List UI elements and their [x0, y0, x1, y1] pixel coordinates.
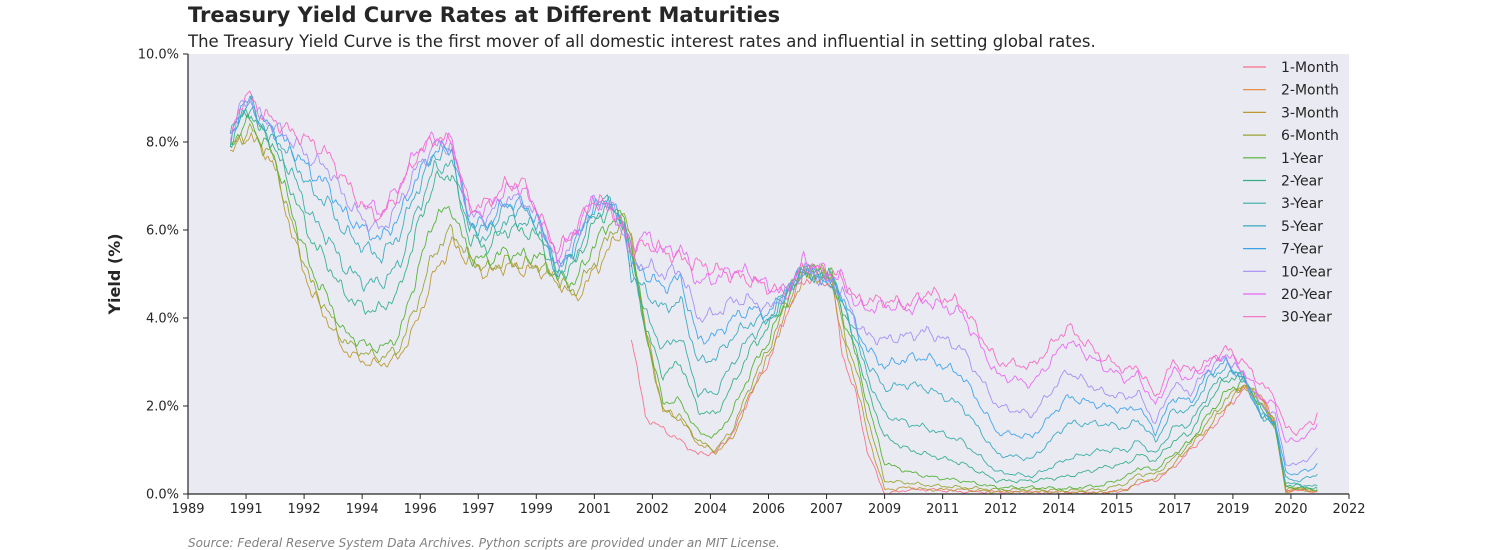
- x-tick-label: 1989: [171, 502, 204, 517]
- y-tick-label: 6.0%: [146, 224, 179, 239]
- x-tick-label: 1991: [230, 502, 263, 517]
- legend-label: 30-Year: [1281, 310, 1332, 326]
- x-tick-label: 2014: [1042, 502, 1075, 517]
- legend-label: 1-Year: [1281, 151, 1323, 167]
- x-tick-label: 2017: [1158, 502, 1191, 517]
- series-line-3-month: [230, 131, 1318, 495]
- x-tick-label: 2002: [636, 502, 669, 517]
- chart-subtitle: The Treasury Yield Curve is the first mo…: [188, 32, 1096, 51]
- x-tick-label: 1996: [404, 502, 437, 517]
- y-tick-label: 8.0%: [146, 136, 179, 151]
- y-tick-label: 2.0%: [146, 400, 179, 415]
- x-tick-label: 2019: [1216, 502, 1249, 517]
- legend-label: 6-Month: [1281, 128, 1339, 144]
- x-tick-label: 2007: [810, 502, 843, 517]
- x-tick-label: 2009: [868, 502, 901, 517]
- axes-layer: 1989 1991 1992 1994 1996 1997 1999 2001 2002 2004…: [138, 48, 1366, 518]
- legend-label: 3-Year: [1281, 196, 1323, 212]
- legend-label: 20-Year: [1281, 287, 1332, 303]
- legend-label: 2-Year: [1281, 174, 1323, 190]
- series-line-7-year: [230, 95, 1318, 476]
- x-tick-label: 2022: [1332, 502, 1365, 517]
- source-note: Source: Federal Reserve System Data Arch…: [188, 536, 780, 550]
- y-tick-label: 0.0%: [146, 488, 179, 503]
- series-line-30-year: [230, 90, 1318, 437]
- series-line-6-month: [230, 122, 1318, 493]
- series-line-3-year: [229, 104, 1318, 488]
- chart-title: Treasury Yield Curve Rates at Different …: [188, 3, 781, 27]
- series-line-5-year: [229, 93, 1318, 483]
- y-axis-label: Yield (%): [105, 233, 124, 315]
- legend-label: 1-Month: [1281, 60, 1339, 76]
- legend-label: 10-Year: [1281, 264, 1332, 280]
- x-tick-label: 2001: [578, 502, 611, 517]
- series-line-2-year: [229, 107, 1318, 490]
- y-tick-label: 4.0%: [146, 312, 179, 327]
- x-tick-label: 2011: [926, 502, 959, 517]
- x-tick-label: 2012: [984, 502, 1017, 517]
- y-tick-label: 10.0%: [138, 48, 179, 63]
- legend: 1-Month 2-Month 3-Month 6-Month 1-Year 2-Year…: [1243, 60, 1339, 326]
- series-layer: [229, 90, 1318, 495]
- x-tick-label: 1992: [288, 502, 321, 517]
- x-tick-label: 2004: [694, 502, 727, 517]
- legend-label: 2-Month: [1281, 83, 1339, 99]
- series-line-10-year: [229, 99, 1318, 467]
- x-tick-label: 1999: [520, 502, 553, 517]
- legend-label: 5-Year: [1281, 219, 1323, 235]
- plot-area: [188, 54, 1349, 494]
- legend-label: 3-Month: [1281, 105, 1339, 121]
- series-line-20-year: [363, 131, 1318, 443]
- x-tick-label: 1997: [462, 502, 495, 517]
- series-line-1-year: [229, 113, 1318, 492]
- x-tick-label: 2006: [752, 502, 785, 517]
- legend-label: 7-Year: [1281, 242, 1323, 258]
- x-tick-label: 2020: [1274, 502, 1307, 517]
- x-tick-label: 2015: [1100, 502, 1133, 517]
- x-tick-label: 1994: [346, 502, 379, 517]
